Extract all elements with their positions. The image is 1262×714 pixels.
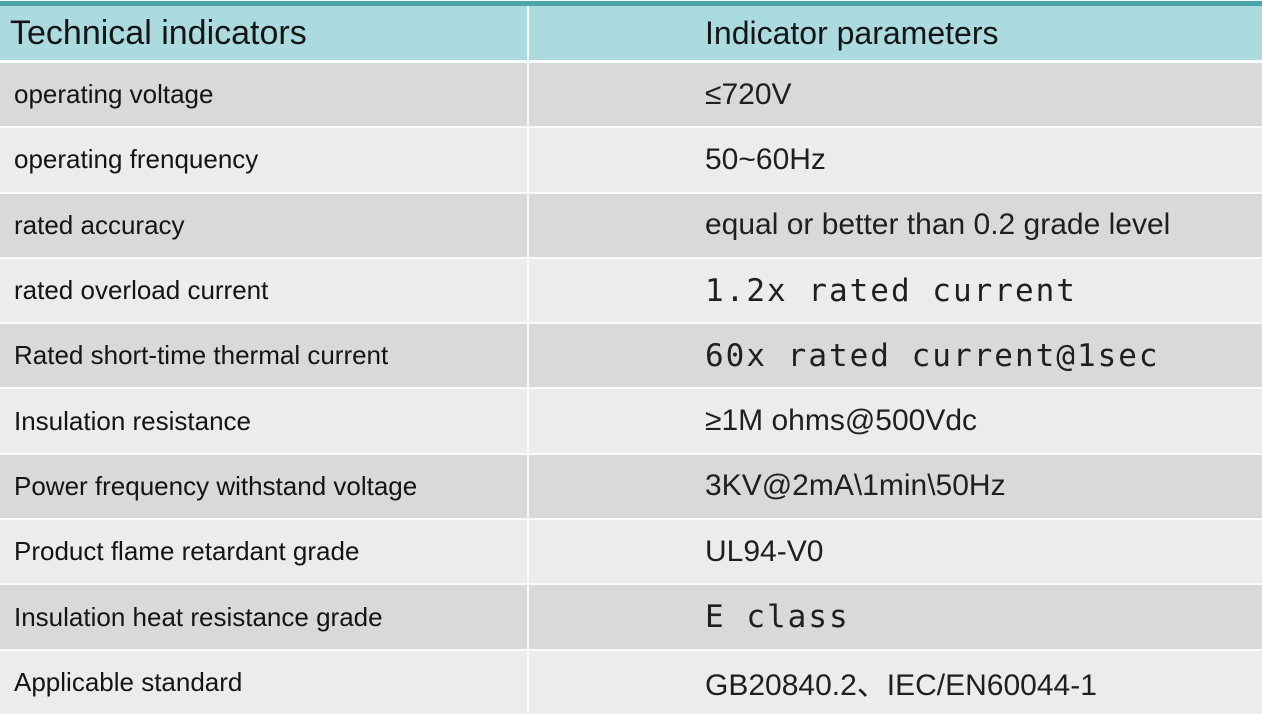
table-row: rated accuracy equal or better than 0.2 g… <box>0 193 1262 259</box>
parameter-value: GB20840.2、IEC/EN60044-1 <box>705 669 1097 703</box>
table-row: Product flame retardant grade UL94-V0 <box>0 520 1262 586</box>
parameter-cell: 3KV@2mA\1min\50Hz <box>527 454 1262 519</box>
parameter-value: equal or better than 0.2 grade level <box>705 208 1171 242</box>
indicator-cell: operating frenquency <box>14 144 259 175</box>
indicator-cell: operating voltage <box>14 79 214 110</box>
table-row: operating voltage ≤720V <box>0 63 1262 129</box>
table-row: operating frenquency 50~60Hz <box>0 128 1262 194</box>
indicator-cell: Product flame retardant grade <box>14 536 360 567</box>
parameter-value: ≥1M ohms@500Vdc <box>705 404 978 438</box>
column-header-indicator-parameters: Indicator parameters <box>527 6 1262 60</box>
parameter-value: 50~60Hz <box>705 142 826 176</box>
parameter-cell: ≤720V <box>527 63 1262 127</box>
indicator-cell: Rated short-time thermal current <box>14 340 389 371</box>
parameter-cell: GB20840.2、IEC/EN60044-1 <box>527 650 1262 714</box>
table-row: Power frequency withstand voltage 3KV@2mA… <box>0 454 1262 521</box>
parameter-value: E class <box>705 599 850 636</box>
indicator-cell: Insulation heat resistance grade <box>14 601 383 632</box>
parameter-cell: 60x rated current@1sec <box>527 324 1262 388</box>
indicator-cell: Power frequency withstand voltage <box>14 470 418 501</box>
indicator-cell: rated accuracy <box>14 209 185 240</box>
table-row: Insulation heat resistance grade E class <box>0 585 1262 651</box>
parameter-value: UL94-V0 <box>705 534 824 568</box>
parameter-cell: 50~60Hz <box>527 128 1262 192</box>
parameter-value: ≤720V <box>705 77 792 111</box>
table-row: Applicable standard GB20840.2、IEC/EN60044… <box>0 650 1262 714</box>
parameter-cell: equal or better than 0.2 grade level <box>527 193 1262 257</box>
parameter-value: 60x rated current@1sec <box>705 337 1160 374</box>
parameter-value: 3KV@2mA\1min\50Hz <box>705 469 1006 503</box>
parameter-cell: 1.2x rated current <box>527 258 1262 323</box>
column-header-technical-indicators: Technical indicators <box>10 13 307 52</box>
table-header-row: Technical indicators Indicator parameter… <box>0 1 1262 63</box>
parameter-value: 1.2x rated current <box>705 272 1077 309</box>
parameter-cell: E class <box>527 585 1262 649</box>
indicator-cell: rated overload current <box>14 275 269 306</box>
parameter-cell: ≥1M ohms@500Vdc <box>527 389 1262 453</box>
parameter-cell: UL94-V0 <box>527 520 1262 584</box>
indicator-cell: Applicable standard <box>14 666 243 697</box>
table-row: Rated short-time thermal current 60x rate… <box>0 324 1262 390</box>
indicator-cell: Insulation resistance <box>14 405 252 436</box>
table-row: rated overload current 1.2x rated current <box>0 258 1262 325</box>
table-row: Insulation resistance ≥1M ohms@500Vdc <box>0 389 1262 455</box>
